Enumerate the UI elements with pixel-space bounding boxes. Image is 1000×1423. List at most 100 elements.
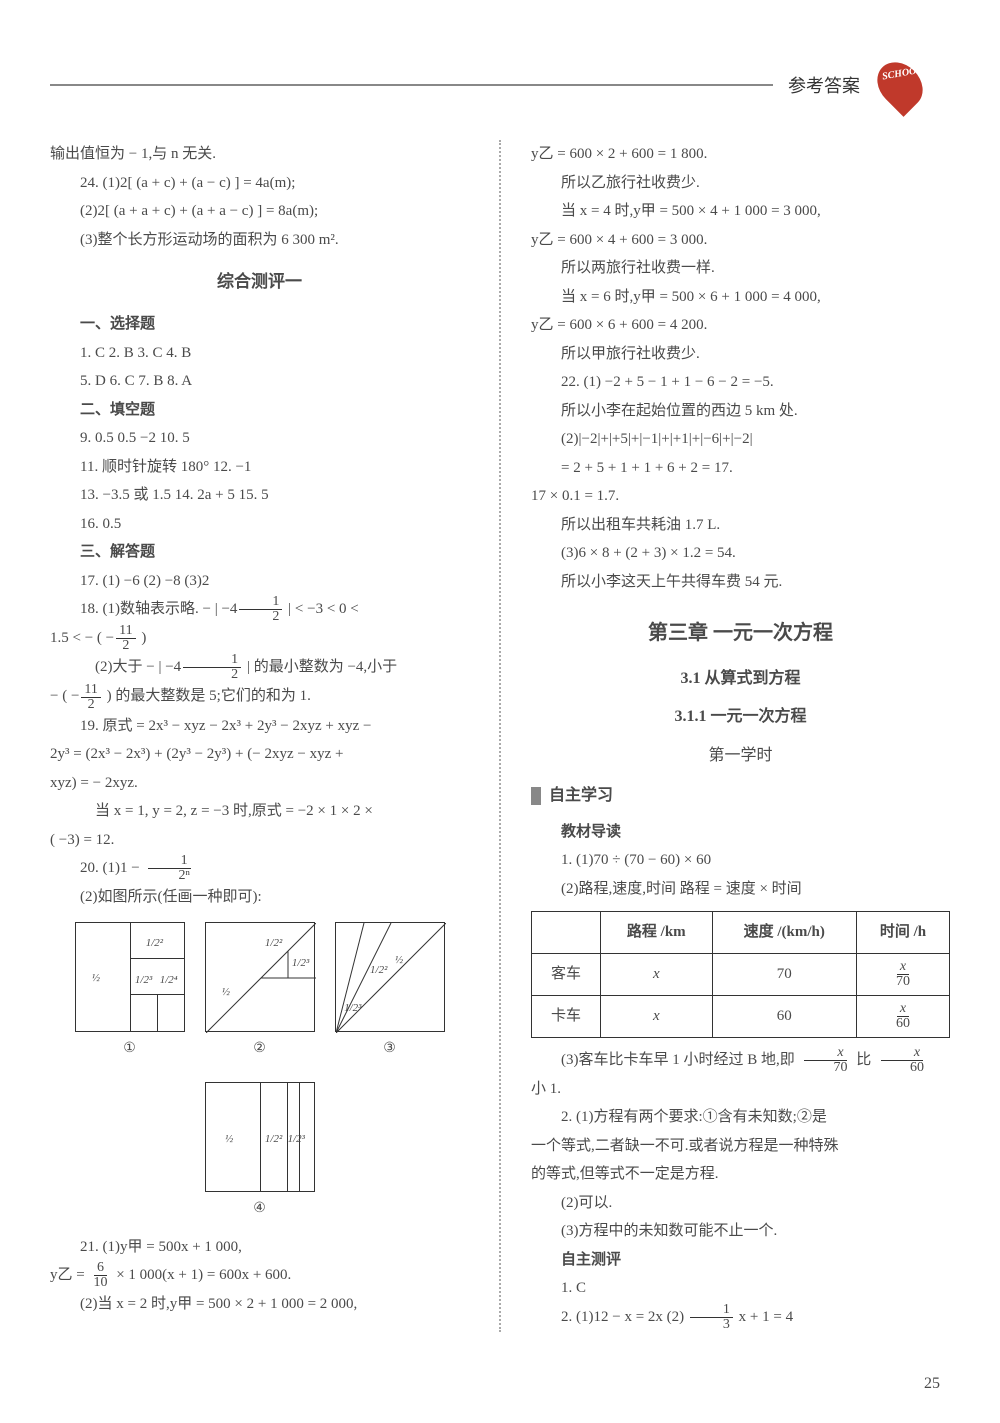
text-line: 小 1. xyxy=(531,1075,950,1104)
study-header: 自主学习 xyxy=(531,781,950,811)
page-header: 参考答案 SCHOOL xyxy=(50,60,950,110)
text-line: 输出值恒为 − 1,与 n 无关. xyxy=(50,140,469,169)
text-line: (2)当 x = 2 时,y甲 = 500 × 2 + 1 000 = 2 00… xyxy=(50,1290,469,1319)
table-cell: x70 xyxy=(856,953,949,995)
diagram-label: ③ xyxy=(383,1036,396,1063)
t3b: 比 xyxy=(856,1052,871,1068)
q18-part-b: (2)大于 xyxy=(95,659,143,675)
diagram-label: ① xyxy=(123,1036,136,1063)
text-line: (2)如图所示(任画一种即可): xyxy=(50,883,469,912)
text-line: 所以两旅行社收费一样. xyxy=(531,254,950,283)
diagram-1: ½ 1/2² 1/2³ 1/2⁴ ① xyxy=(75,922,185,1063)
answer-row: 11. 顺时针旋转 180° 12. −1 xyxy=(50,453,469,482)
section-title: 3.1 从算式到方程 xyxy=(531,664,950,694)
header-title: 参考答案 xyxy=(788,72,860,98)
text-line: = 2 + 5 + 1 + 1 + 6 + 2 = 17. xyxy=(531,454,950,483)
table-cell: 60 xyxy=(712,995,856,1037)
q20a: 20. (1)1 − xyxy=(80,860,140,876)
section-heading: 三、解答题 xyxy=(50,538,469,567)
text-line: y乙 = 610 × 1 000(x + 1) = 600x + 600. xyxy=(50,1261,469,1290)
text-line: 1. C xyxy=(531,1274,950,1303)
text-line: (3)客车比卡车早 1 小时经过 B 地,即 x70 比 x60 xyxy=(531,1046,950,1075)
q21b-pre: y乙 = xyxy=(50,1267,88,1283)
text-line: 1.5 < − ( −112 ) xyxy=(50,624,469,653)
answer-row: 5. D 6. C 7. B 8. A xyxy=(50,367,469,396)
text-line: y乙 = 600 × 4 + 600 = 3 000. xyxy=(531,226,950,255)
text-line: 所以小李这天上午共得车费 54 元. xyxy=(531,568,950,597)
text-line: xyz) = − 2xyz. xyxy=(50,769,469,798)
text-line: 所以小李在起始位置的西边 5 km 处. xyxy=(531,397,950,426)
section-heading: 二、填空题 xyxy=(50,396,469,425)
text-line: − ( −112 ) 的最大整数是 5;它们的和为 1. xyxy=(50,682,469,711)
text-line: 20. (1)1 − 12ⁿ xyxy=(50,854,469,883)
diagram-2: ½ 1/2² 1/2³ ② xyxy=(205,922,315,1063)
table-cell: x60 xyxy=(856,995,949,1037)
test-title: 综合测评一 xyxy=(50,266,469,298)
q18-part-a: 18. (1)数轴表示略. xyxy=(80,601,199,617)
square-diagram-icon: ½ 1/2² 1/2³ xyxy=(205,922,315,1032)
lesson-title: 第一学时 xyxy=(531,741,950,771)
q21b-post: × 1 000(x + 1) = 600x + 600. xyxy=(116,1267,291,1283)
text-line: 的等式,但等式不一定是方程. xyxy=(531,1160,950,1189)
text-line: 当 x = 6 时,y甲 = 500 × 6 + 1 000 = 4 000, xyxy=(531,283,950,312)
text-line: 所以乙旅行社收费少. xyxy=(531,169,950,198)
table-row: 卡车 x 60 x60 xyxy=(532,995,950,1037)
section-heading: 一、选择题 xyxy=(50,310,469,339)
text-line: 17 × 0.1 = 1.7. xyxy=(531,482,950,511)
st2a: 2. (1)12 − x = 2x (2) xyxy=(561,1309,684,1325)
study-label: 自主学习 xyxy=(549,781,613,811)
text-line: 所以甲旅行社收费少. xyxy=(531,340,950,369)
column-divider xyxy=(499,140,501,1332)
text-line: 所以出租车共耗油 1.7 L. xyxy=(531,511,950,540)
t3a: (3)客车比卡车早 1 小时经过 B 地,即 xyxy=(561,1052,795,1068)
square-diagram-icon: ½ 1/2² 1/2³ xyxy=(205,1082,315,1192)
table-header-row: 路程 /km 速度 /(km/h) 时间 /h xyxy=(532,912,950,954)
text-line: 当 x = 1, y = 2, z = −3 时,原式 = −2 × 1 × 2… xyxy=(50,797,469,826)
content-columns: 输出值恒为 − 1,与 n 无关. 24. (1)2[ (a + c) + (a… xyxy=(50,140,950,1332)
text-line: (2)2[ (a + a + c) + (a + a − c) ] = 8a(m… xyxy=(50,197,469,226)
marker-icon xyxy=(531,787,541,805)
answer-row: 16. 0.5 xyxy=(50,510,469,539)
left-column: 输出值恒为 − 1,与 n 无关. 24. (1)2[ (a + c) + (a… xyxy=(50,140,469,1332)
text-line: 1. (1)70 ÷ (70 − 60) × 60 xyxy=(531,846,950,875)
table-cell: x xyxy=(601,995,712,1037)
diagram-4: ½ 1/2² 1/2³ ④ xyxy=(205,1082,315,1223)
table-cell: 70 xyxy=(712,953,856,995)
school-logo: SCHOOL xyxy=(870,60,930,110)
reading-label: 教材导读 xyxy=(531,818,950,847)
table-header: 速度 /(km/h) xyxy=(712,912,856,954)
answer-row: 13. −3.5 或 1.5 14. 2a + 5 15. 5 xyxy=(50,481,469,510)
table-header xyxy=(532,912,601,954)
text-line: (2)路程,速度,时间 路程 = 速度 × 时间 xyxy=(531,875,950,904)
text-line: y乙 = 600 × 2 + 600 = 1 800. xyxy=(531,140,950,169)
diagram-label: ④ xyxy=(253,1196,266,1223)
square-diagram-icon: ½ 1/2² 1/2³ 1/2⁴ xyxy=(75,922,185,1032)
text-line: 2. (1)12 − x = 2x (2) 13 x + 1 = 4 xyxy=(531,1303,950,1332)
diagram-3: ½ 1/2² 1/2³ ③ xyxy=(335,922,445,1063)
table-cell: x xyxy=(601,953,712,995)
right-column: y乙 = 600 × 2 + 600 = 1 800. 所以乙旅行社收费少. 当… xyxy=(531,140,950,1332)
text-line: (2)|−2|+|+5|+|−1|+|+1|+|−6|+|−2| xyxy=(531,425,950,454)
subsection-title: 3.1.1 一元一次方程 xyxy=(531,702,950,732)
page-number: 25 xyxy=(924,1375,940,1393)
text-line: (2)大于 − | −412 | 的最小整数为 −4,小于 xyxy=(50,653,469,682)
q18-part-c: 的最小整数为 −4,小于 xyxy=(254,659,397,675)
vehicle-table: 路程 /km 速度 /(km/h) 时间 /h 客车 x 70 x70 卡车 x… xyxy=(531,911,950,1038)
table-row: 客车 x 70 x70 xyxy=(532,953,950,995)
table-cell: 卡车 xyxy=(532,995,601,1037)
chapter-title: 第三章 一元一次方程 xyxy=(531,614,950,652)
answer-row: 1. C 2. B 3. C 4. B xyxy=(50,339,469,368)
diagram-label: ② xyxy=(253,1036,266,1063)
text-line: 21. (1)y甲 = 500x + 1 000, xyxy=(50,1233,469,1262)
table-header: 时间 /h xyxy=(856,912,949,954)
text-line: ( −3) = 12. xyxy=(50,826,469,855)
text-line: (3)方程中的未知数可能不止一个. xyxy=(531,1217,950,1246)
text-line: (3)整个长方形运动场的面积为 6 300 m². xyxy=(50,226,469,255)
text-line: 2y³ = (2x³ − 2x³) + (2y³ − 2y³) + (− 2xy… xyxy=(50,740,469,769)
square-diagram-icon: ½ 1/2² 1/2³ xyxy=(335,922,445,1032)
answer-row: 17. (1) −6 (2) −8 (3)2 xyxy=(50,567,469,596)
table-cell: 客车 xyxy=(532,953,601,995)
text-line: (2)可以. xyxy=(531,1189,950,1218)
text-line: 24. (1)2[ (a + c) + (a − c) ] = 4a(m); xyxy=(50,169,469,198)
diagram-grid: ½ 1/2² 1/2³ 1/2⁴ ① ½ 1/2² 1/2³ xyxy=(50,922,469,1223)
